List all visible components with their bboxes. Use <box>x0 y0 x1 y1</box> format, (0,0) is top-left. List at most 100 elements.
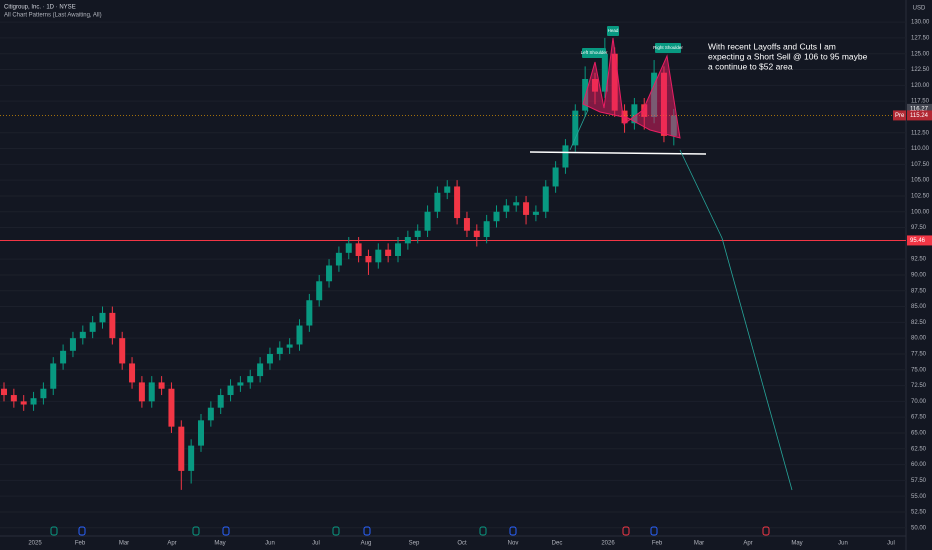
event-icon <box>50 526 58 536</box>
x-tick-label: Aug <box>361 541 372 547</box>
pre-tag-label: Pre <box>895 113 905 119</box>
y-tick-label: 67.50 <box>911 415 927 421</box>
candle-body <box>60 350 67 364</box>
candle-body <box>483 221 490 238</box>
pattern-shape <box>582 37 681 139</box>
price-tag-label: 115.24 <box>910 113 929 119</box>
candle-body <box>631 104 638 124</box>
y-tick-label: 120.00 <box>911 83 930 89</box>
y-tick-label: 65.00 <box>911 431 927 437</box>
event-icon <box>509 526 517 536</box>
y-tick-label: 50.00 <box>911 525 927 531</box>
y-tick-label: 87.50 <box>911 288 927 294</box>
candle-body <box>276 347 283 354</box>
candle-body <box>217 395 224 408</box>
candle-body <box>138 382 145 402</box>
candle-body <box>404 237 411 244</box>
projection-start <box>569 109 589 151</box>
candle-body <box>168 388 175 427</box>
x-tick-label: 2026 <box>601 541 615 547</box>
candle-body <box>99 312 106 323</box>
candle-body <box>493 211 500 222</box>
y-tick-label: 72.50 <box>911 383 927 389</box>
candle-body <box>414 230 421 238</box>
pattern-label: Left Shoulder <box>581 50 608 55</box>
x-tick-label: May <box>214 541 225 547</box>
candle-body <box>454 186 461 219</box>
chart-title: Citigroup, Inc. · 1D · NYSE <box>4 5 76 11</box>
y-tick-label: 130.00 <box>911 20 930 26</box>
event-icon <box>650 526 658 536</box>
x-tick-label: Mar <box>119 541 129 547</box>
annotation-text: With recent Layoffs and Cuts I am <box>708 41 836 51</box>
event-icon <box>192 526 200 536</box>
y-tick-label: 97.50 <box>911 225 927 231</box>
y-tick-label: 102.50 <box>911 194 930 200</box>
candle-body <box>109 312 116 339</box>
y-tick-label: 52.50 <box>911 510 927 516</box>
candle-body <box>572 110 579 146</box>
candle-body <box>20 401 27 405</box>
y-tick-label: 62.50 <box>911 446 927 452</box>
candle-body <box>188 445 195 471</box>
x-tick-label: Apr <box>743 541 752 547</box>
pattern-label: Right Shoulder <box>653 45 683 50</box>
event-icon <box>332 526 340 536</box>
price-tag <box>907 110 932 121</box>
candle-body <box>552 167 559 187</box>
candle-body <box>345 243 352 253</box>
candle-body <box>395 243 401 256</box>
candle-body <box>385 249 392 256</box>
candle-body <box>69 338 76 351</box>
candle-body <box>335 252 342 266</box>
y-tick-label: 105.00 <box>911 178 930 184</box>
x-tick-label: Feb <box>652 541 663 547</box>
candle-body <box>1 388 7 396</box>
y-tick-label: 57.50 <box>911 478 927 484</box>
candle-body <box>375 249 382 263</box>
y-tick-label: 77.50 <box>911 352 927 358</box>
y-tick-label: 117.50 <box>911 99 930 105</box>
candle-body <box>89 322 96 332</box>
y-tick-label: 85.00 <box>911 304 927 310</box>
candle-body <box>562 145 569 168</box>
y-tick-label: 127.50 <box>911 36 930 42</box>
event-icon <box>762 526 770 536</box>
event-icon <box>78 526 86 536</box>
candle-body <box>207 407 214 421</box>
event-icon <box>622 526 630 536</box>
candle-body <box>513 202 520 206</box>
y-tick-label: 90.00 <box>911 273 927 279</box>
candle-body <box>247 376 254 383</box>
pattern-label-box <box>607 26 619 36</box>
candle-body <box>296 325 303 345</box>
candle-body <box>316 281 323 301</box>
candle-body <box>355 243 362 256</box>
x-tick-label: Nov <box>508 541 519 547</box>
candle-body <box>306 300 313 326</box>
candle-body <box>40 388 47 399</box>
y-tick-label: 82.50 <box>911 320 927 326</box>
y-tick-label: 112.50 <box>911 130 930 136</box>
price-tag <box>907 103 932 114</box>
y-tick-label: 55.00 <box>911 494 927 500</box>
pre-tag <box>893 110 906 121</box>
price-tag <box>907 235 932 246</box>
candle-body <box>542 186 549 212</box>
projection <box>679 149 793 491</box>
y-tick-label: 60.00 <box>911 462 927 468</box>
x-tick-label: Sep <box>409 541 420 547</box>
pattern-label-box <box>655 43 681 53</box>
candle-body <box>286 344 293 348</box>
candle-body <box>463 218 470 231</box>
candle-body <box>503 205 510 212</box>
neckline <box>529 151 707 155</box>
candle-body <box>257 363 264 377</box>
candle-body <box>148 382 155 402</box>
currency-label: USD <box>913 6 926 12</box>
candle-body <box>119 338 126 364</box>
y-tick-label: 100.00 <box>911 209 930 215</box>
y-tick-label: 75.00 <box>911 367 927 373</box>
